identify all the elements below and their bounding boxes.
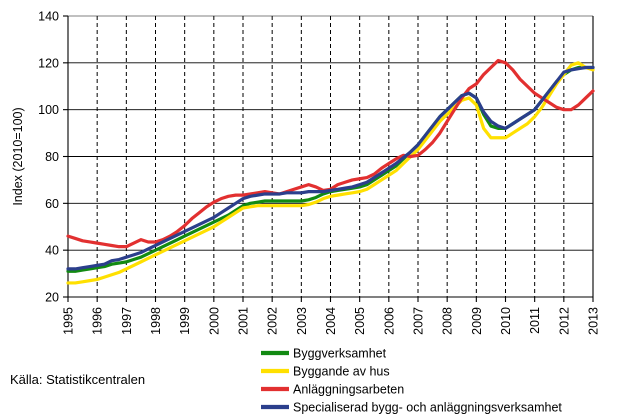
y-tick-label: 80 [45, 150, 59, 164]
x-tick-label: 2008 [441, 307, 455, 335]
x-tick-label: 2001 [237, 307, 251, 335]
x-tick-label: 1998 [149, 307, 163, 335]
series-line-byggande-av-hus [66, 61, 595, 285]
y-tick-label: 60 [45, 197, 59, 211]
x-tick-label: 2002 [266, 307, 280, 335]
series-line-specialiserad-bygg-och-anl-ggningsverksamhet [66, 65, 595, 271]
x-tick-label: 2003 [295, 307, 309, 335]
y-tick-label: 100 [38, 103, 59, 117]
y-tick-label: 120 [38, 56, 59, 70]
x-tick-label: 2006 [382, 307, 396, 335]
legend-label-4: Specialiserad bygg- och anläggningsverks… [293, 401, 562, 415]
source-note-wrap: Källa: Statistikcentralen [10, 371, 145, 389]
x-tick-label: 1997 [120, 307, 134, 335]
x-tick-label: 2009 [470, 307, 484, 335]
x-tick-label: 1995 [62, 307, 76, 335]
x-tick-label: 2000 [207, 307, 221, 335]
x-tick-label: 2004 [324, 307, 338, 335]
source-note: Källa: Statistikcentralen [10, 372, 146, 387]
x-tick-label: 2013 [587, 307, 601, 335]
x-tick-label: 2005 [353, 307, 367, 335]
x-tick-label: 2007 [412, 307, 426, 335]
x-tick-label: 1999 [178, 307, 192, 335]
x-tick-label: 1996 [91, 307, 105, 335]
legend-label-3: Anläggningsarbeten [293, 383, 404, 397]
x-tick-label: 2011 [528, 307, 542, 334]
y-tick-label: 20 [45, 291, 59, 305]
x-tick-label: 2012 [557, 307, 571, 335]
y-axis-title: Index (2010=100) [11, 107, 25, 205]
legend-label-1: Byggverksamhet [293, 347, 387, 361]
x-tick-label: 2010 [499, 307, 513, 335]
y-tick-label: 140 [38, 10, 59, 24]
legend-label-2: Byggande av hus [293, 365, 390, 379]
y-tick-label: 40 [45, 244, 59, 258]
